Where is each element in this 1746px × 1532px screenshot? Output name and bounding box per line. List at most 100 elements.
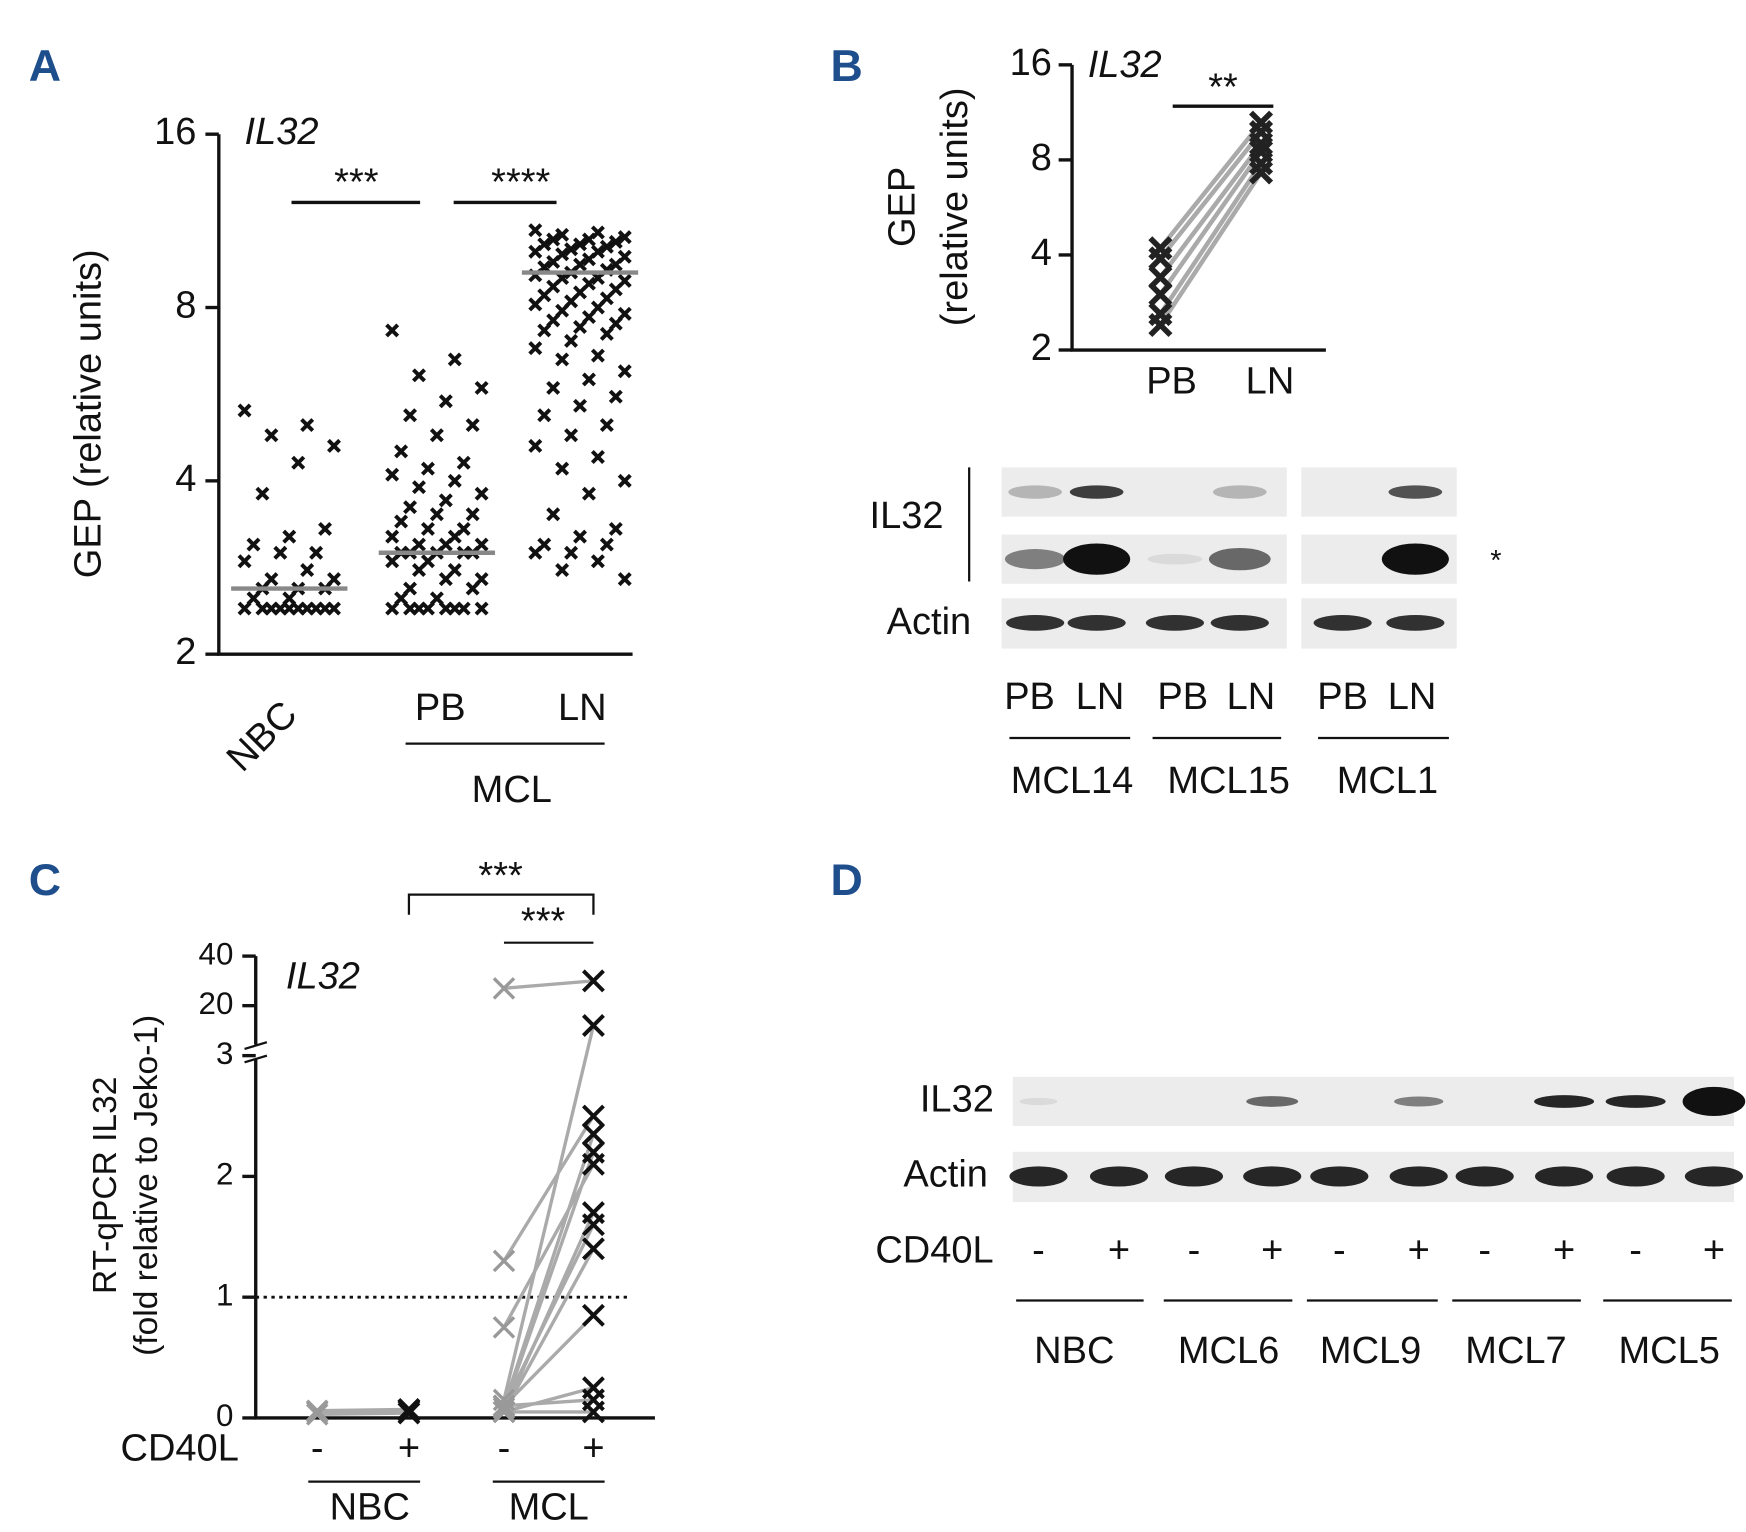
group-label: MCL14 (1011, 760, 1134, 802)
lane-label: - (1629, 1229, 1642, 1271)
marker-label: * (1490, 545, 1501, 577)
band (1534, 1095, 1595, 1108)
data-point (385, 529, 400, 544)
data-point (447, 473, 462, 488)
panel-letter: D (831, 856, 863, 905)
data-point (412, 368, 426, 383)
data-point (403, 408, 418, 423)
data-point (420, 461, 435, 476)
condition-level: + (582, 1427, 604, 1469)
data-point (537, 323, 552, 338)
band (1381, 543, 1449, 575)
band (1147, 553, 1203, 565)
data-point (300, 418, 315, 433)
data-point (394, 591, 409, 606)
data-point (555, 352, 570, 367)
data-point (599, 537, 614, 552)
band (1606, 1166, 1665, 1187)
band (1394, 1096, 1444, 1107)
data-point (429, 428, 444, 443)
data-point (327, 438, 341, 453)
data-point (465, 507, 480, 522)
band (1682, 1086, 1746, 1117)
pair-line (502, 1025, 596, 1401)
lane-label: - (1188, 1229, 1201, 1271)
band (1455, 1166, 1514, 1187)
lane-label: PB (1004, 676, 1055, 718)
data-point (528, 341, 543, 356)
data-point (617, 572, 632, 587)
data-point (403, 581, 418, 596)
data-point (429, 507, 444, 522)
band (1164, 1166, 1224, 1187)
data-point (447, 352, 462, 367)
data-point (305, 1399, 329, 1422)
data-point (528, 545, 543, 560)
data-point (599, 418, 614, 433)
data-point (608, 257, 623, 272)
data-point (318, 601, 333, 616)
lane-label: PB (1157, 676, 1208, 718)
data-point (581, 252, 596, 267)
data-point (282, 601, 297, 616)
pair-line (1158, 130, 1263, 260)
data-point (456, 455, 471, 470)
data-point (546, 254, 561, 269)
data-point (1148, 282, 1173, 307)
y-tick-label: 4 (1031, 232, 1052, 274)
data-point (599, 326, 614, 341)
data-point (264, 428, 279, 443)
band (1246, 1096, 1299, 1107)
data-point (403, 500, 418, 515)
data-point (385, 554, 400, 569)
data-point (617, 230, 632, 245)
data-point (564, 242, 579, 257)
blot-row-label: Actin (887, 601, 972, 643)
band (1212, 485, 1267, 499)
band (1063, 543, 1131, 575)
data-point (537, 408, 552, 423)
blot-row-label: Actin (903, 1153, 988, 1195)
lane-label: + (1703, 1229, 1725, 1271)
data-point (590, 348, 605, 363)
pair-line (1158, 142, 1263, 279)
annotation: *** (334, 162, 379, 204)
pair-line (502, 1248, 595, 1413)
axis-title: RT-qPCR IL32 (87, 1077, 124, 1294)
data-point (581, 1014, 605, 1037)
axis-title: (relative units) (934, 88, 976, 327)
data-point (581, 372, 596, 387)
condition-label: CD40L (121, 1427, 239, 1469)
data-point (546, 507, 561, 522)
data-point (617, 364, 632, 379)
data-point (318, 521, 333, 536)
data-point (555, 461, 570, 476)
data-point (300, 563, 315, 578)
panel-letter: A (29, 42, 61, 91)
data-point (394, 444, 409, 459)
data-point (492, 1249, 516, 1273)
data-point (474, 601, 489, 616)
pair-line (503, 979, 594, 990)
group-label: MCL (472, 769, 552, 811)
data-point (555, 227, 570, 242)
y-tick-label: 1 (216, 1277, 233, 1312)
data-point (617, 306, 632, 321)
data-point (581, 1152, 605, 1176)
x-tick-label: PB (1146, 361, 1197, 403)
data-point (397, 1398, 421, 1421)
x-tick-label: LN (1246, 361, 1295, 403)
lane-label: + (1553, 1229, 1575, 1271)
data-point (273, 545, 288, 560)
condition-level: - (311, 1427, 324, 1469)
axis-title: GEP (relative units) (67, 249, 109, 578)
x-tick-label: NBC (219, 693, 305, 779)
data-point (528, 297, 543, 312)
group-label: MCL5 (1618, 1330, 1719, 1372)
pair-line (503, 1398, 594, 1408)
data-point (608, 389, 623, 404)
data-point (465, 418, 480, 433)
data-point (1248, 160, 1274, 185)
data-point (528, 244, 543, 259)
axis-title: (fold relative to Jeko-1) (128, 1015, 165, 1356)
